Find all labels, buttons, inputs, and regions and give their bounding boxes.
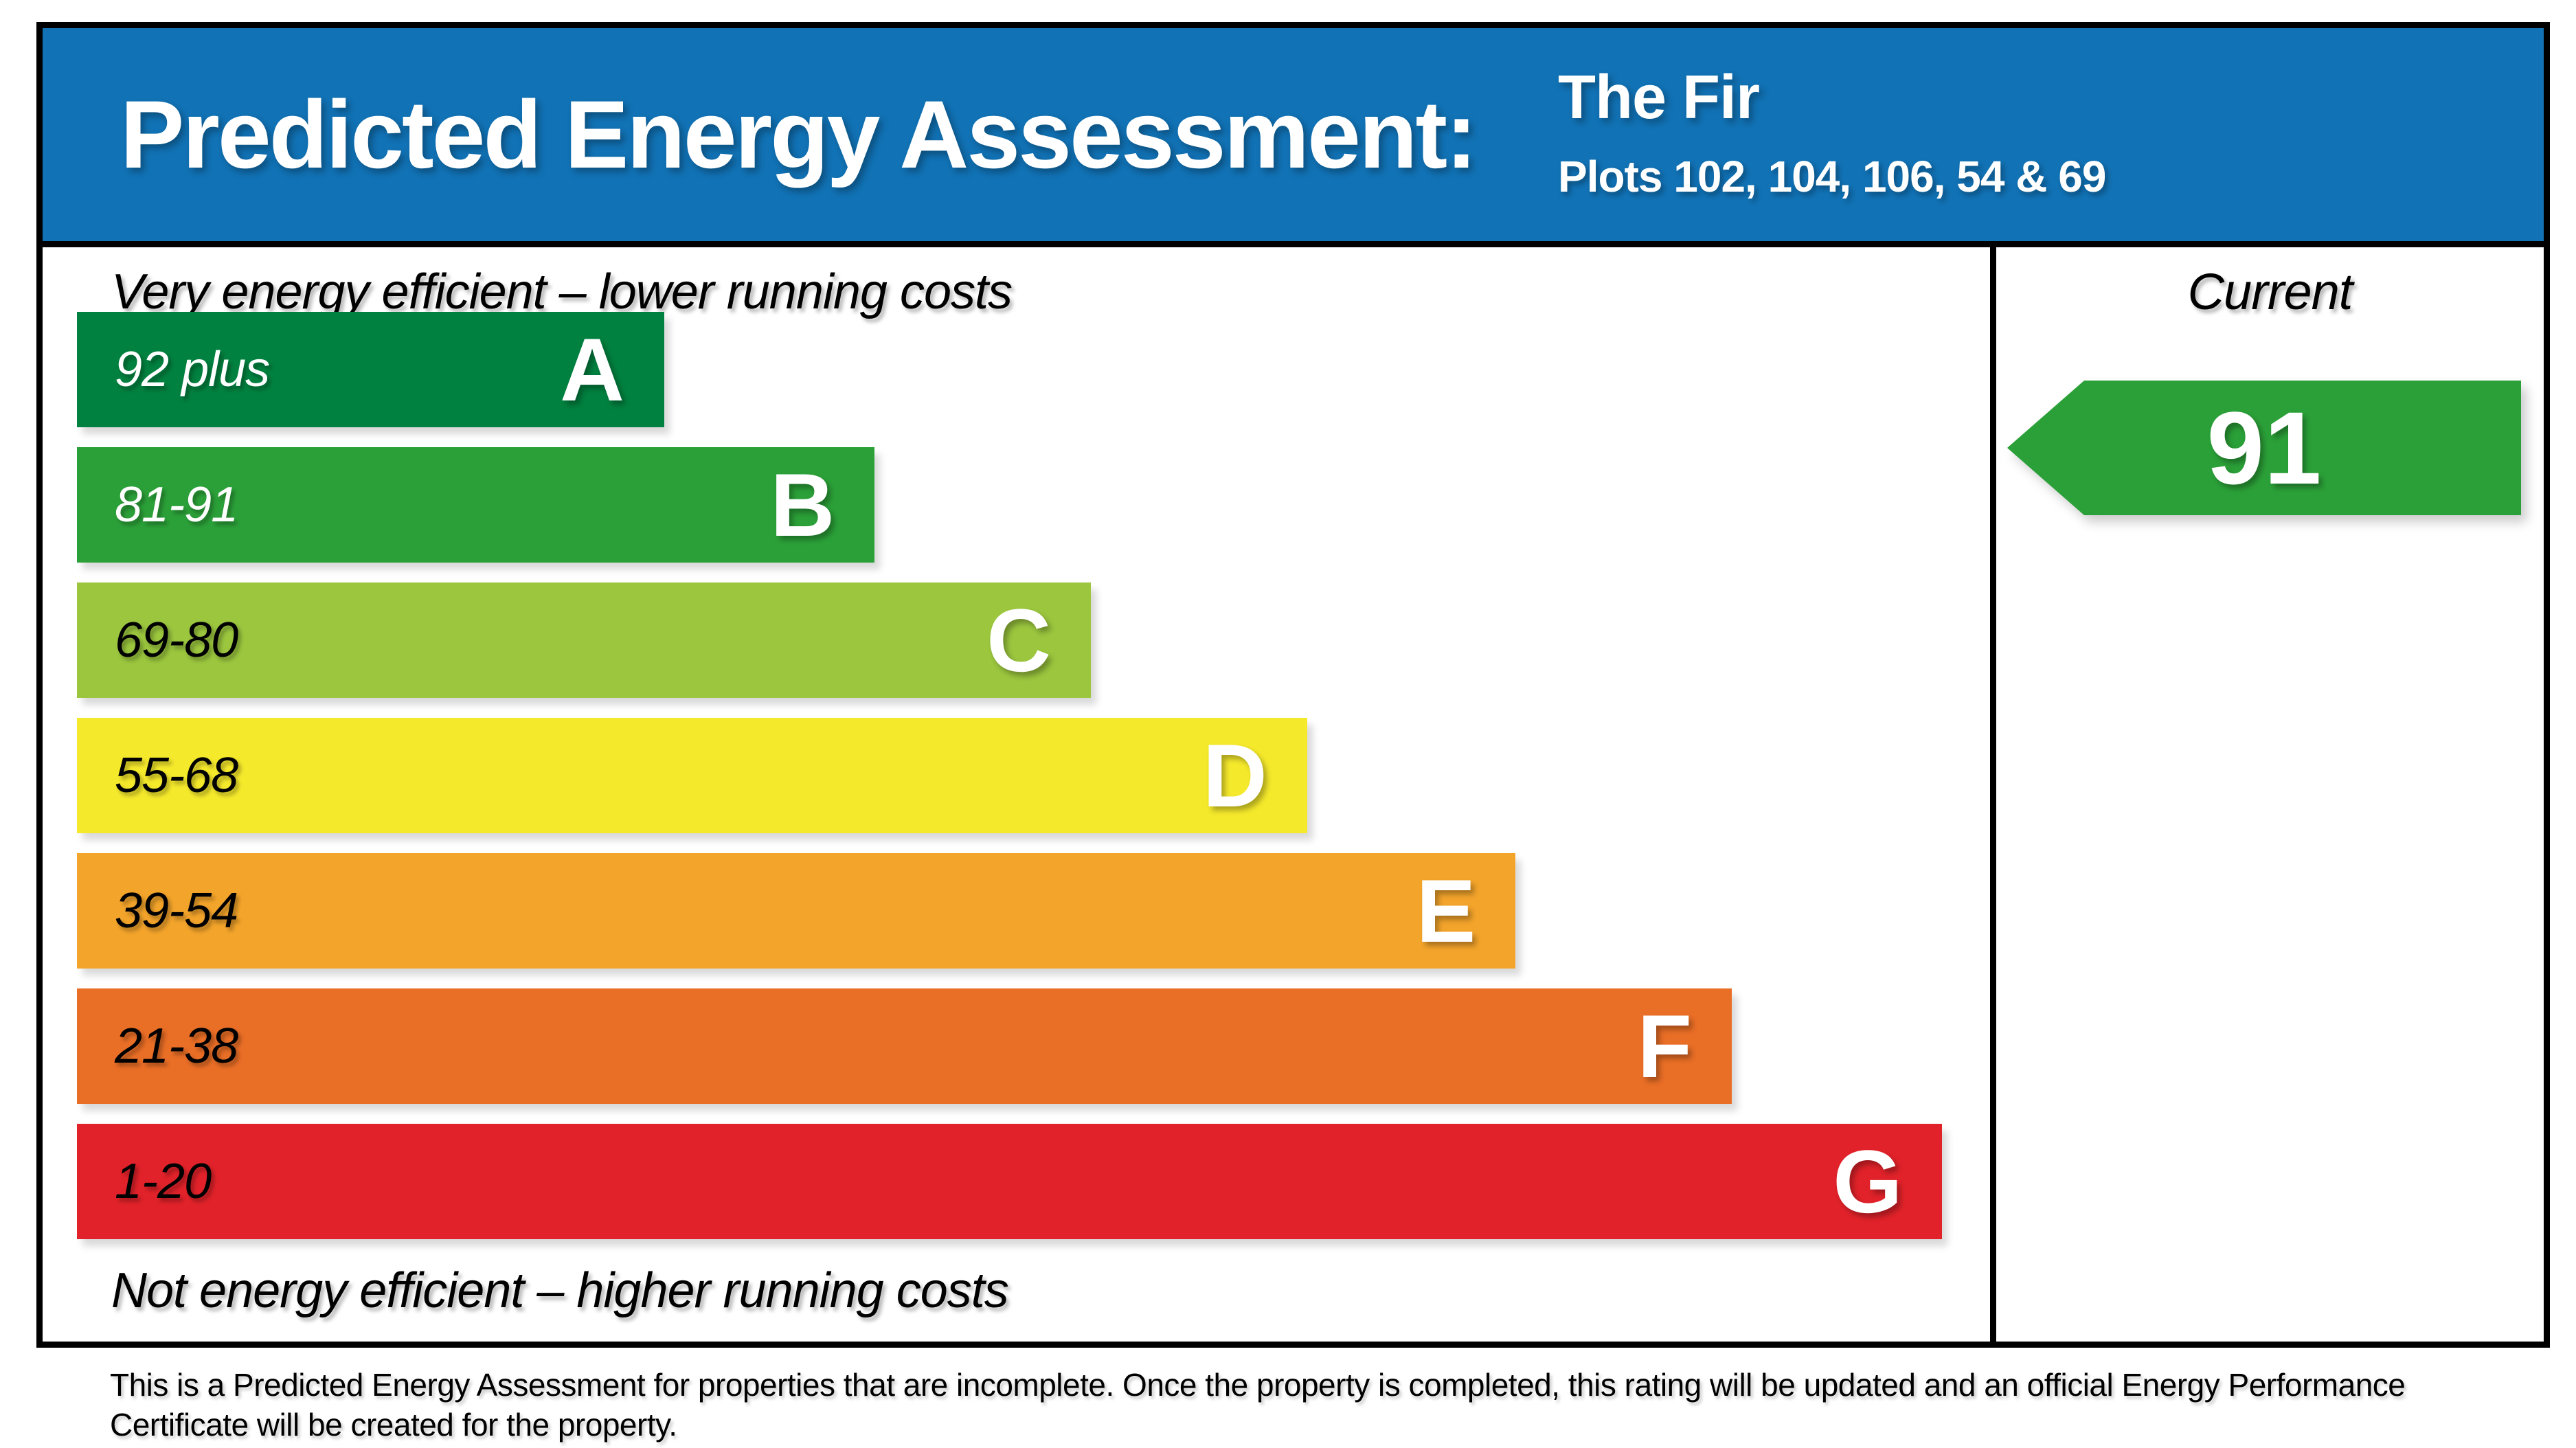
rating-bands: 92 plus A 81-91 B 69-80 C 55-68 D 39-54 … — [77, 312, 1990, 1259]
rating-band-row: 81-91 B — [77, 447, 1990, 563]
chart-body: Very energy efficient – lower running co… — [43, 247, 2544, 1342]
band-range-label: 92 plus — [115, 342, 270, 397]
rating-band-bar: 69-80 C — [77, 582, 1092, 698]
disclaimer: This is a Predicted Energy Assessment fo… — [110, 1366, 2562, 1445]
current-rating-value: 91 — [2206, 389, 2322, 506]
disclaimer-line-2: Certificate will be created for the prop… — [110, 1406, 677, 1443]
rating-band-row: 69-80 C — [77, 582, 1990, 698]
rating-band-bar: 55-68 D — [77, 718, 1307, 833]
disclaimer-line-1: This is a Predicted Energy Assessment fo… — [110, 1367, 2406, 1403]
band-range-label: 21-38 — [115, 1019, 238, 1074]
property-info: The Fir Plots 102, 104, 106, 54 & 69 — [1558, 63, 2106, 202]
page-title: Predicted Energy Assessment: — [120, 80, 1478, 188]
rating-band-bar: 81-91 B — [77, 447, 875, 563]
band-range-label: 81-91 — [115, 477, 238, 532]
top-caption: Very energy efficient – lower running co… — [111, 264, 1013, 319]
rating-band-bar: 21-38 F — [77, 988, 1732, 1104]
bottom-caption: Not energy efficient – higher running co… — [111, 1263, 1009, 1318]
band-letter: E — [1416, 861, 1476, 961]
band-letter: G — [1833, 1131, 1903, 1232]
current-rating-arrow: 91 — [2007, 381, 2521, 515]
rating-band-bar: 1-20 G — [77, 1124, 1943, 1239]
pane-divider — [1990, 247, 1996, 1342]
header-banner: Predicted Energy Assessment: The Fir Plo… — [43, 28, 2544, 247]
arrow-shape-svg — [2007, 381, 2521, 515]
property-plots: Plots 102, 104, 106, 54 & 69 — [1558, 152, 2106, 201]
rating-band-row: 55-68 D — [77, 718, 1990, 833]
band-range-label: 69-80 — [115, 613, 238, 668]
current-rating-pane: Current 91 — [1996, 247, 2544, 1342]
rating-scale-pane: Very energy efficient – lower running co… — [43, 247, 1990, 1342]
band-letter: B — [770, 455, 835, 555]
rating-band-bar: 92 plus A — [77, 312, 664, 427]
band-range-label: 1-20 — [115, 1154, 212, 1209]
current-column-header: Current — [2187, 263, 2353, 320]
band-letter: C — [986, 590, 1052, 690]
band-range-label: 39-54 — [115, 883, 238, 938]
band-letter: D — [1202, 725, 1267, 826]
rating-band-row: 1-20 G — [77, 1124, 1990, 1239]
rating-band-row: 39-54 E — [77, 853, 1990, 969]
rating-band-bar: 39-54 E — [77, 853, 1516, 969]
property-name: The Fir — [1558, 63, 1760, 132]
rating-band-row: 21-38 F — [77, 988, 1990, 1104]
band-letter: F — [1637, 996, 1693, 1096]
band-letter: A — [560, 319, 624, 420]
rating-band-row: 92 plus A — [77, 312, 1990, 427]
left-arrow-icon — [2007, 381, 2521, 515]
epc-panel: Predicted Energy Assessment: The Fir Plo… — [36, 22, 2550, 1348]
band-range-label: 55-68 — [115, 748, 238, 803]
